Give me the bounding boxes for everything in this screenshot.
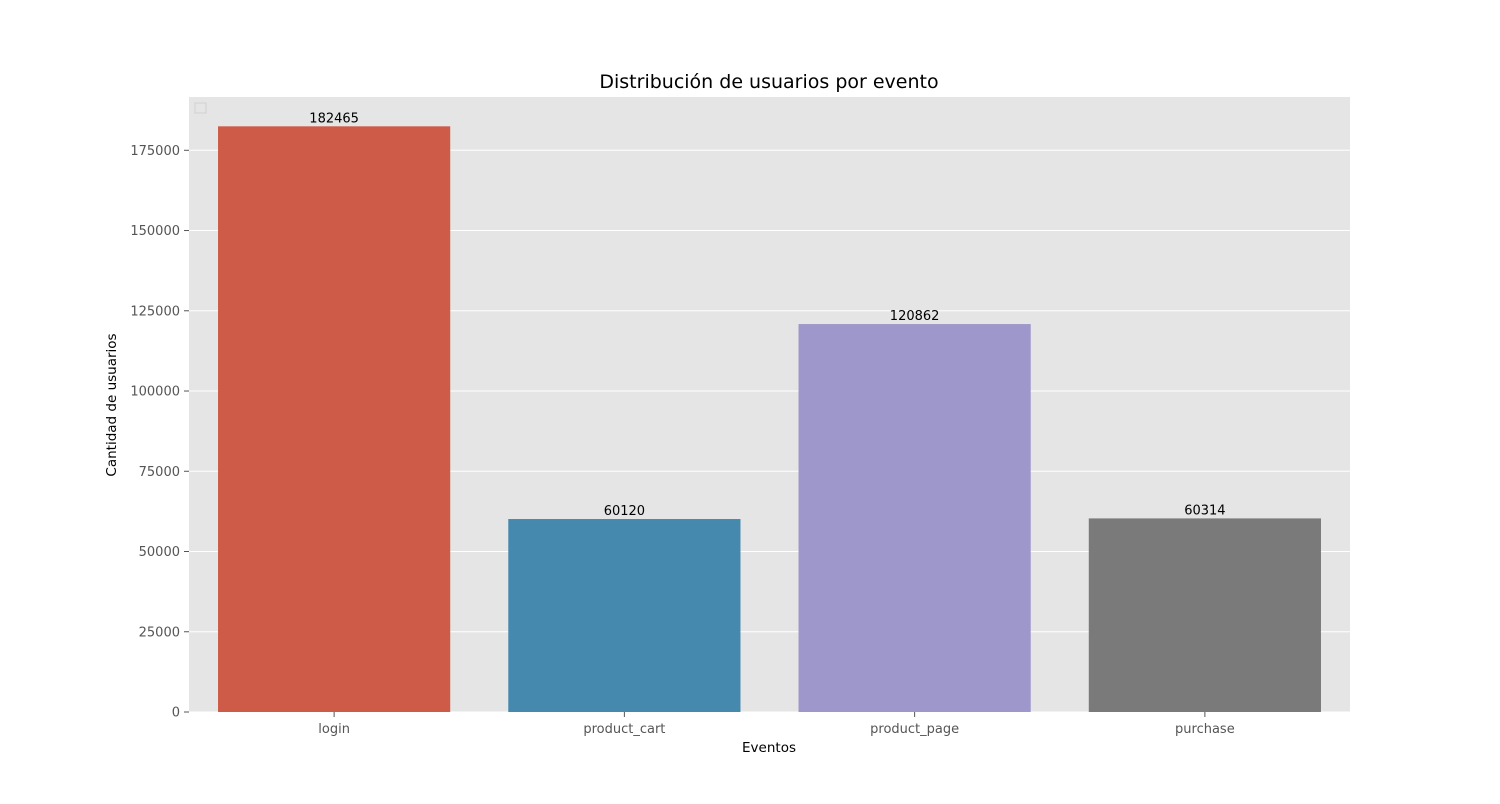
- bar-login: [218, 126, 451, 712]
- x-axis: login product_cart product_page purchase: [318, 712, 1235, 737]
- y-tick-label: 0: [172, 706, 180, 721]
- bar-purchase: [1088, 518, 1321, 712]
- data-label: 60120: [604, 504, 645, 519]
- data-label: 120862: [890, 309, 940, 324]
- chart-title: Distribución de usuarios por evento: [599, 71, 938, 93]
- y-tick-label: 125000: [130, 304, 180, 319]
- data-label: 182465: [309, 111, 359, 126]
- bar-product-page: [798, 324, 1031, 712]
- y-tick-label: 75000: [139, 465, 180, 480]
- data-labels: 182465 60120 120862 60314: [309, 111, 1225, 519]
- y-tick-label: 25000: [139, 625, 180, 640]
- bar-product-cart: [508, 519, 741, 712]
- y-tick-label: 150000: [130, 224, 180, 239]
- y-tick-label: 100000: [130, 385, 180, 400]
- x-tick-label: product_page: [870, 722, 959, 737]
- bars: [218, 126, 1321, 712]
- x-tick-label: purchase: [1175, 722, 1235, 737]
- y-axis-label: Cantidad de usuarios: [104, 333, 120, 476]
- x-tick-label: product_cart: [583, 722, 665, 737]
- y-tick-label: 175000: [130, 144, 180, 159]
- data-label: 60314: [1184, 503, 1225, 518]
- x-axis-label: Eventos: [742, 740, 796, 756]
- x-tick-label: login: [318, 722, 350, 737]
- y-tick-label: 50000: [139, 545, 180, 560]
- legend-box: [194, 102, 207, 114]
- y-axis: 0 25000 50000 75000 100000 125000 150000 175000: [130, 144, 189, 721]
